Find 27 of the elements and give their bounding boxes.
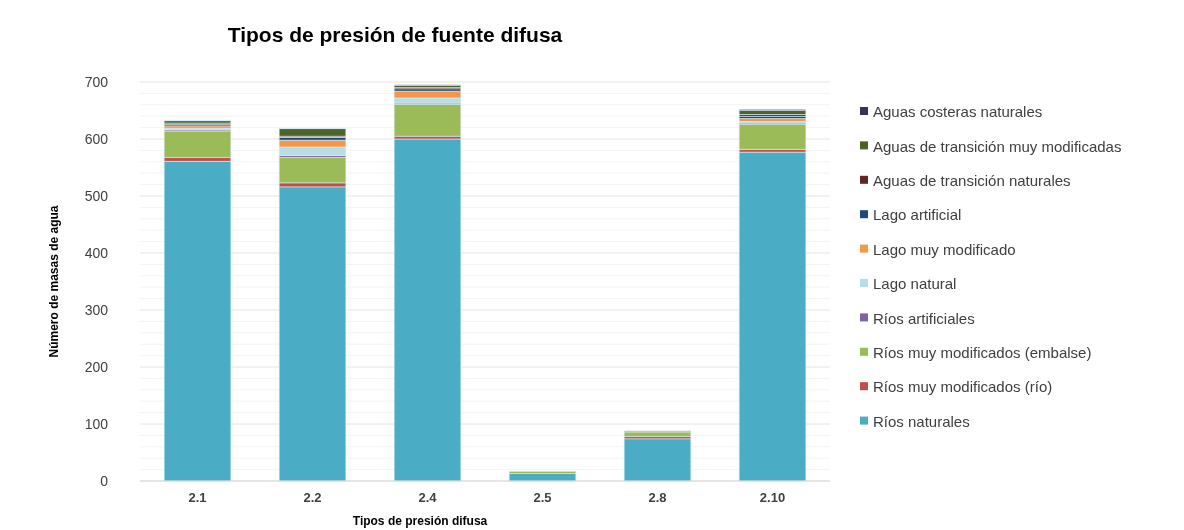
chart-title: Tipos de presión de fuente difusa [227, 23, 563, 46]
legend-label: Ríos muy modificados (embalse) [873, 344, 1092, 362]
legend-label: Ríos artificiales [873, 309, 975, 327]
legend-label: Ríos muy modificados (río) [873, 378, 1053, 396]
legend-label: Aguas de transición muy modificadas [873, 137, 1122, 155]
y-tick-label: 600 [84, 130, 109, 147]
x-tick-label: 2.10 [759, 490, 786, 505]
x-tick-label: 2.5 [533, 490, 552, 505]
y-axis-title: Número de masas de agua [47, 205, 61, 358]
y-tick-label: 500 [84, 187, 109, 204]
x-tick-label: 2.1 [188, 490, 207, 505]
legend-label: Aguas costeras naturales [873, 103, 1043, 121]
x-tick-label: 2.4 [418, 490, 438, 505]
x-tick-label: 2.2 [303, 490, 322, 505]
legend-label: Aguas de transición naturales [873, 172, 1071, 190]
y-tick-label: 700 [84, 73, 109, 90]
y-tick-label: 200 [84, 358, 109, 375]
x-axis-title: Tipos de presión difusa [352, 514, 488, 528]
legend-label: Lago natural [873, 275, 957, 293]
y-tick-label: 400 [84, 244, 109, 261]
y-tick-label: 0 [100, 472, 109, 489]
y-tick-label: 300 [84, 301, 109, 318]
y-tick-label: 100 [84, 415, 109, 432]
legend-label: Ríos naturales [873, 412, 970, 430]
x-tick-label: 2.8 [648, 490, 667, 505]
legend-label: Lago artificial [873, 206, 962, 224]
legend-label: Lago muy modificado [873, 240, 1016, 258]
